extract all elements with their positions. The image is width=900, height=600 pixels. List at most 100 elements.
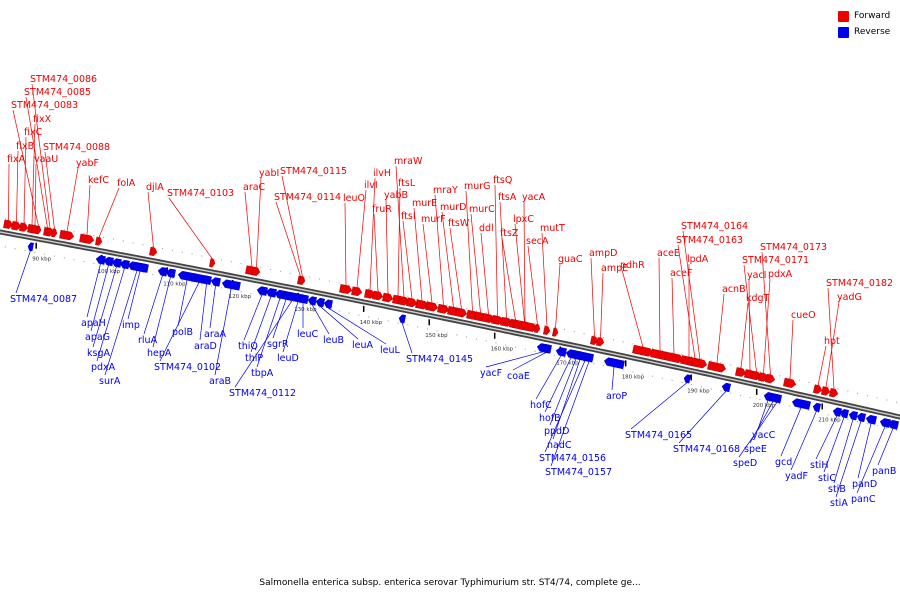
forward-gene-label: murC [469, 204, 495, 215]
forward-gene-yabi [252, 266, 261, 276]
kbp-tick-label: 180 kbp [622, 374, 645, 380]
leader-line [835, 421, 862, 498]
forward-gene-fixc [19, 222, 29, 232]
leader-line [31, 123, 36, 225]
reverse-gene-leul-body [323, 299, 333, 309]
forward-gene-kdgt [735, 367, 747, 377]
forward-gene-kefc [79, 233, 95, 244]
forward-gene-label: mutT [540, 223, 565, 234]
leader-line [168, 197, 213, 260]
forward-gene-label: lpdA [687, 254, 709, 265]
leader-line [555, 263, 561, 329]
forward-gene-label: murF [421, 214, 446, 225]
reverse-gene-label: polB [172, 327, 193, 338]
reverse-gene-panb-body [887, 419, 900, 430]
reverse-gene-label: panB [872, 466, 896, 477]
reverse-gene-label: nadC [547, 440, 572, 451]
forward-gene-murf [425, 301, 439, 312]
leader-line [199, 283, 207, 341]
forward-gene-label: yabB [384, 190, 408, 201]
reverse-gene-rlua [157, 267, 168, 277]
reverse-gene-label: araA [204, 329, 227, 340]
reverse-gene-sped-body [772, 394, 783, 404]
leader-line [244, 191, 253, 267]
leader-line [743, 264, 757, 372]
reverse-gene-thiq [256, 286, 268, 296]
leader-line [44, 151, 55, 230]
reverse-gene-stm474-0157 [584, 353, 594, 363]
reverse-gene-araa [210, 277, 221, 287]
kbp-tick-label: 140 kbp [360, 320, 383, 326]
reverse-gene-hofc-body [555, 347, 567, 357]
legend: Forward Reverse [838, 8, 890, 40]
forward-gene-label: STM474_0182 [826, 278, 893, 289]
reverse-swatch [838, 26, 849, 38]
legend-reverse: Reverse [838, 24, 890, 40]
reverse-gene-pand [865, 414, 877, 425]
forward-gene-hpt [812, 384, 823, 394]
forward-gene-yabb-body [382, 292, 394, 303]
reverse-gene-leuc [297, 294, 309, 304]
leader-line [177, 280, 188, 327]
reverse-gene-apah [95, 255, 106, 265]
leader-line [761, 251, 771, 375]
reverse-gene-label: stiB [828, 484, 846, 495]
reverse-gene-label: yacC [752, 430, 776, 441]
reverse-gene-label: hofC [530, 400, 552, 411]
forward-gene-label: STM474_0114 [274, 192, 341, 203]
forward-gene-label: STM474_0086 [30, 74, 97, 85]
reverse-gene-label: hofB [539, 413, 561, 424]
reverse-gene-label: yadF [785, 471, 808, 482]
reverse-gene-label: apaH [81, 318, 106, 329]
forward-gene-stm474-0182 [828, 388, 839, 398]
forward-gene-label: fixA [7, 154, 26, 165]
forward-gene-stm474-0173 [765, 373, 776, 384]
forward-gene-murf-body [425, 301, 439, 312]
forward-gene-leuo-body [339, 284, 353, 295]
forward-gene-label: STM474_0083 [11, 100, 78, 111]
leader-line [550, 361, 590, 467]
leader-line [12, 109, 39, 227]
leader-line [152, 276, 171, 348]
leader-line [590, 257, 595, 337]
forward-gene-label: kdgT [746, 293, 770, 304]
leader-line [234, 300, 293, 388]
leader-line [630, 382, 688, 430]
forward-gene-pdhr-body [632, 344, 654, 357]
reverse-gene-stih [832, 407, 843, 417]
leader-line [485, 351, 544, 368]
reverse-gene-label: imp [122, 320, 140, 331]
forward-gene-label: kefC [88, 175, 109, 186]
leader-line [385, 199, 389, 294]
forward-gene-mutt-body [543, 325, 551, 335]
forward-gene-yabi-body [252, 266, 261, 276]
leader-line [552, 359, 581, 440]
reverse-gene-arab [221, 279, 241, 291]
reverse-gene-label: araB [209, 376, 231, 387]
reverse-gene-label: STM474_0145 [406, 354, 473, 365]
forward-gene-mray [437, 303, 450, 314]
kbp-tick-label: 100 kbp [98, 269, 121, 275]
forward-gene-label: ilvH [373, 168, 391, 179]
reverse-gene-ksga [111, 258, 122, 268]
reverse-gene-label: STM474_0112 [229, 388, 296, 399]
leader-line [311, 304, 330, 335]
leader-line [90, 265, 109, 332]
leader-line [23, 136, 27, 224]
reverse-gene-hepa [165, 268, 176, 278]
forward-gene-label: lpxC [513, 214, 534, 225]
forward-gene-kdgt-body [735, 367, 747, 377]
leader-line [757, 400, 769, 430]
forward-gene-yadg [820, 386, 831, 396]
reverse-gene-gcd-body [791, 398, 811, 410]
forward-gene-label: STM474_0171 [742, 255, 809, 266]
kbp-tick-label: 170 kbp [556, 360, 579, 366]
forward-gene-ampd [590, 335, 599, 345]
forward-gene-label: ddl [479, 223, 494, 234]
forward-gene-acnb [707, 361, 727, 373]
forward-gene-label: ftsQ [493, 175, 512, 186]
legend-forward: Forward [838, 8, 890, 24]
reverse-gene-apag [103, 256, 114, 267]
reverse-gene-label: STM474_0102 [154, 362, 221, 373]
